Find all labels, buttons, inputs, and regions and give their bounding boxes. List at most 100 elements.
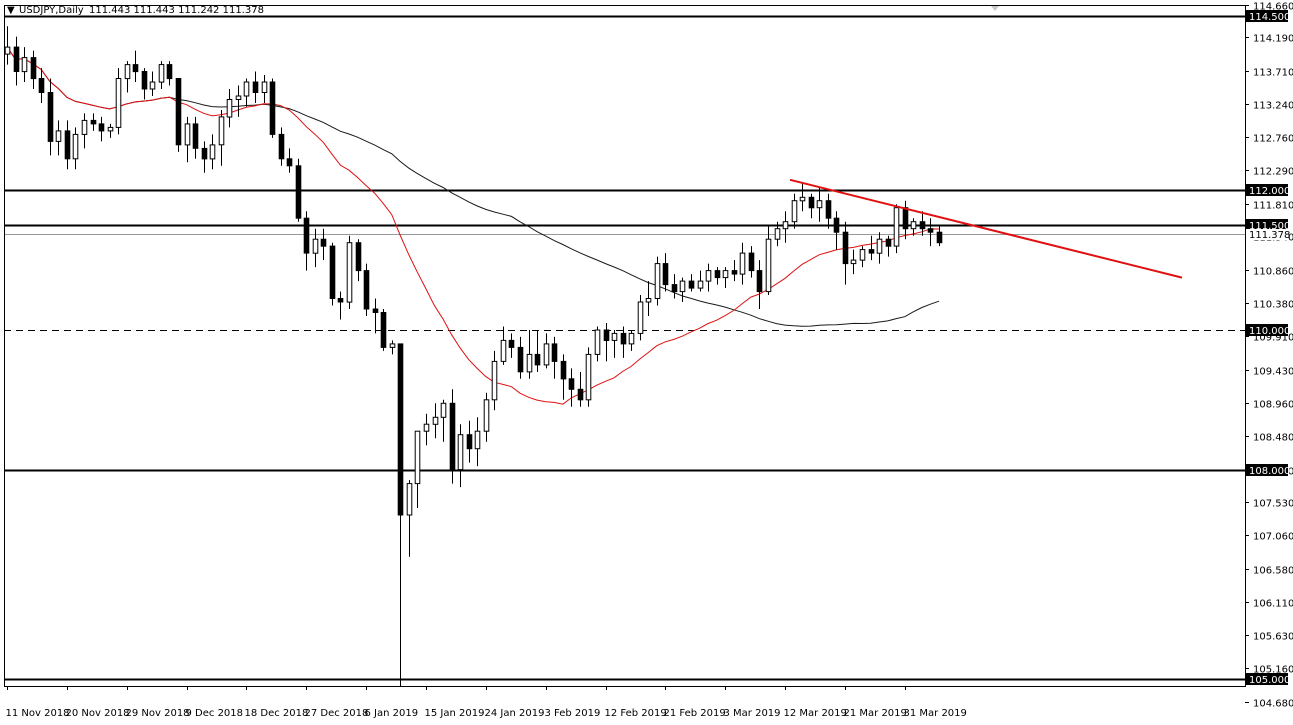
candle	[526, 330, 533, 379]
y-tick-label: 108.960	[1253, 400, 1293, 411]
candle-body-down	[295, 165, 302, 219]
candle-body-down	[90, 119, 97, 125]
candle	[115, 68, 122, 135]
candle	[620, 326, 627, 358]
y-tick-label: 105.630	[1253, 632, 1293, 643]
candle	[568, 368, 575, 407]
candle	[312, 228, 319, 268]
candle-body-down	[363, 270, 370, 310]
trendline[interactable]	[789, 178, 1183, 279]
y-tick-label: 107.060	[1253, 532, 1293, 543]
candle	[201, 141, 208, 173]
candle	[209, 134, 216, 170]
candle-body-down	[201, 147, 208, 160]
candle-body-up	[628, 332, 635, 345]
candle-body-up	[440, 402, 447, 418]
candles	[4, 26, 943, 687]
candle-body-down	[329, 245, 336, 300]
candle-body-down	[517, 346, 524, 373]
candle-body-down	[868, 249, 875, 254]
candle	[141, 68, 148, 100]
candle-body-up	[791, 200, 798, 223]
candle	[295, 158, 302, 222]
candle-body-down	[671, 284, 678, 293]
level-label: 114.500	[1246, 10, 1290, 23]
header-triangle[interactable]: ▼	[7, 5, 15, 16]
candle-body-down	[320, 238, 327, 247]
y-tick-label: 105.160	[1253, 665, 1293, 676]
y-tick-label: 112.290	[1253, 167, 1293, 178]
candle-body-down	[252, 81, 259, 93]
level-label-bg	[1246, 464, 1288, 476]
ma-fast-line	[6, 46, 940, 405]
candle-body-up	[799, 196, 806, 202]
candle	[320, 228, 327, 261]
candle-body-up	[107, 126, 114, 132]
candle	[551, 336, 558, 379]
plot-border	[4, 5, 1246, 687]
candle	[722, 267, 729, 288]
level-label-text: 108.000	[1249, 466, 1290, 477]
candle	[791, 193, 798, 229]
candle	[64, 120, 71, 170]
candle-body-down	[714, 270, 721, 279]
candle-body-down	[380, 312, 387, 348]
candle-body-up	[474, 430, 481, 450]
x-tick-label: 9 Dec 2018	[186, 708, 244, 719]
candle	[842, 221, 849, 285]
y-tick-label: 114.660	[1253, 2, 1293, 13]
x-tick-label: 20 Nov 2018	[66, 708, 130, 719]
candle-body-down	[372, 308, 379, 313]
candle-body-up	[782, 221, 789, 230]
candle-body-up	[432, 416, 439, 425]
x-tick-label: 3 Feb 2019	[545, 708, 601, 719]
candle	[72, 127, 79, 170]
candle	[782, 211, 789, 243]
candle-body-up	[423, 423, 430, 432]
candle-body-up	[705, 270, 712, 282]
candle	[226, 89, 233, 128]
y-tick-label: 113.710	[1253, 68, 1293, 79]
candle-body-down	[825, 200, 832, 219]
candle-body-up	[594, 329, 601, 355]
candle-body-up	[226, 99, 233, 118]
candle-body-up	[158, 64, 165, 83]
candle	[218, 110, 225, 166]
candle-body-up	[543, 343, 550, 366]
candle	[714, 267, 721, 285]
candle	[688, 274, 695, 292]
x-tick-label: 12 Feb 2019	[605, 708, 667, 719]
candle-body-up	[893, 207, 900, 247]
candle	[21, 47, 28, 82]
candle	[697, 270, 704, 292]
candle	[449, 389, 456, 484]
horizontal-levels	[4, 15, 1245, 681]
candle	[124, 61, 131, 93]
x-tick-label: 21 Mar 2019	[844, 708, 907, 719]
candle	[517, 336, 524, 379]
candle-body-down	[560, 360, 567, 380]
current-price-bg	[1246, 229, 1288, 240]
y-tick-label: 108.480	[1253, 433, 1293, 444]
candle-body-down	[756, 270, 763, 293]
x-tick-label: 3 Mar 2019	[724, 708, 781, 719]
y-tick-label: 113.240	[1253, 101, 1293, 112]
candle-body-down	[98, 123, 105, 132]
candle	[833, 211, 840, 250]
current-price-text: 111.378	[1249, 230, 1290, 241]
candle	[474, 417, 481, 467]
candle	[261, 75, 268, 103]
candle-body-up	[585, 353, 592, 401]
candle-body-up	[491, 360, 498, 401]
candle-body-up	[72, 133, 79, 160]
shift-marker-icon[interactable]	[991, 6, 999, 11]
x-tick-label: 15 Jan 2019	[425, 708, 485, 719]
candle	[705, 263, 712, 292]
candle	[337, 291, 344, 320]
candle	[380, 309, 387, 351]
candle-body-down	[449, 402, 456, 471]
candle	[4, 26, 11, 65]
candle	[859, 246, 866, 268]
candle	[765, 225, 772, 295]
moving-averages	[6, 46, 940, 405]
